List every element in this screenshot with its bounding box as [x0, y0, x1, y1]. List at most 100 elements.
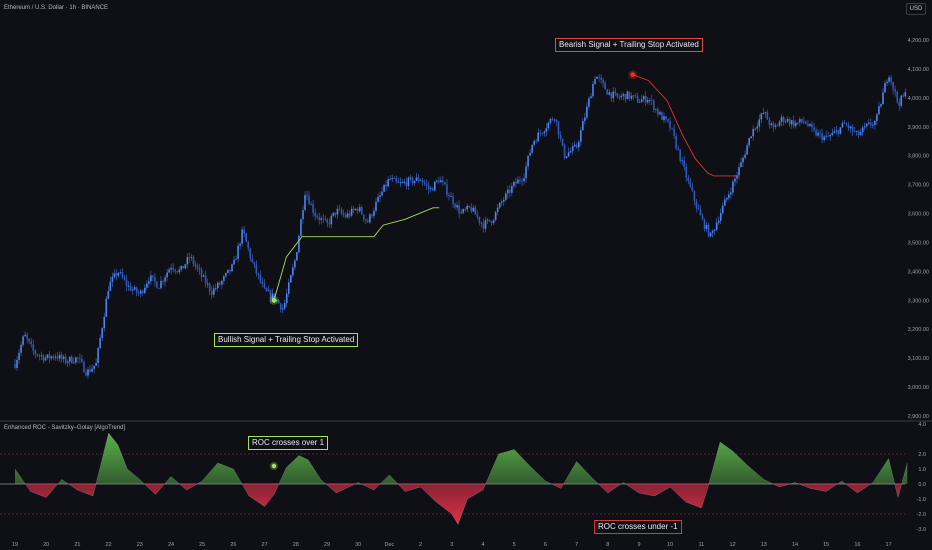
candle-body — [269, 290, 272, 299]
candle-body — [68, 356, 71, 362]
candle-body — [569, 151, 572, 153]
candle-body — [111, 276, 114, 282]
candle-body — [626, 91, 629, 100]
candle-body — [648, 99, 651, 101]
candle-body — [888, 77, 890, 82]
candle-body — [874, 120, 876, 125]
roc-negative-area — [15, 484, 908, 525]
candle-body — [143, 287, 146, 293]
candle-body — [697, 207, 700, 210]
candle-body — [257, 273, 260, 275]
candle-body — [64, 356, 67, 363]
candle-body — [529, 152, 531, 156]
candle-body — [638, 102, 641, 104]
candle-body — [18, 352, 20, 361]
candle-body — [565, 156, 568, 159]
candle-body — [841, 123, 844, 128]
candle-body — [373, 210, 375, 216]
candle-body — [231, 264, 233, 272]
candle-body — [251, 258, 254, 263]
candle-body — [265, 287, 268, 292]
candle-body — [620, 95, 623, 98]
candle-body — [320, 218, 323, 220]
candle-body — [780, 116, 783, 122]
candle-body — [531, 144, 533, 153]
candle-body — [671, 127, 673, 129]
candle-body — [867, 122, 870, 124]
candle-body — [464, 209, 467, 210]
candle-body — [448, 194, 450, 197]
time-tick-label: 16 — [854, 542, 860, 548]
candle-body — [438, 180, 440, 183]
candle-body — [375, 201, 377, 211]
candle-body — [371, 214, 373, 216]
candle-body — [539, 132, 542, 134]
candle-body — [681, 160, 684, 162]
price-tick-label: 3,700.00 — [908, 183, 929, 189]
time-tick-label: 14 — [792, 542, 798, 548]
candle-body — [176, 271, 179, 273]
candle-body — [166, 272, 168, 278]
candle-body — [103, 316, 106, 329]
candle-body — [750, 136, 752, 138]
candle-body — [285, 293, 288, 304]
candle-body — [849, 126, 852, 129]
candle-body — [549, 118, 552, 123]
symbol-title: Ethereum / U.S. Dollar · 1h · BINANCE — [4, 5, 109, 11]
candle-body — [663, 116, 665, 120]
candle-body — [740, 162, 742, 168]
candle-body — [768, 119, 771, 125]
candle-body — [533, 140, 535, 145]
candle-body — [117, 272, 120, 276]
time-tick-label: 8 — [606, 542, 609, 548]
candle-body — [328, 222, 331, 225]
candle-body — [515, 181, 517, 184]
candle-body — [446, 184, 448, 195]
candle-body — [711, 230, 714, 233]
candle-body — [584, 117, 586, 122]
candle-body — [884, 83, 886, 93]
candle-body — [358, 207, 361, 212]
time-tick-label: 19 — [12, 542, 18, 548]
candle-body — [880, 104, 882, 107]
candle-body — [77, 357, 79, 359]
candle-body — [811, 124, 813, 128]
candle-body — [28, 338, 30, 342]
candle-body — [825, 135, 827, 137]
candle-body — [141, 290, 144, 293]
candle-body — [809, 124, 811, 126]
candle-body — [689, 180, 692, 187]
candle-body — [685, 166, 688, 178]
candle-body — [48, 354, 51, 359]
candle-body — [466, 205, 469, 210]
candle-body — [863, 126, 866, 128]
candle-body — [494, 211, 497, 221]
candle-body — [876, 114, 878, 121]
trailing-stop-lines — [269, 70, 739, 305]
candle-body — [456, 205, 458, 208]
candle-body — [667, 119, 669, 122]
candlestick-series — [14, 73, 907, 380]
roc-tick-label: -2.0 — [917, 512, 926, 518]
currency-button[interactable]: USD — [906, 3, 926, 15]
candle-body — [677, 148, 679, 150]
candle-body — [904, 92, 907, 97]
candle-body — [411, 177, 414, 184]
candle-body — [275, 300, 278, 302]
candle-body — [271, 293, 274, 299]
candle-body — [511, 186, 513, 193]
time-tick-label: 2 — [419, 542, 422, 548]
candle-body — [458, 205, 460, 214]
candle-body — [93, 365, 95, 369]
candle-body — [334, 212, 337, 215]
candle-body — [486, 219, 489, 221]
time-tick-label: 11 — [699, 542, 705, 548]
candle-body — [42, 355, 45, 361]
candle-body — [760, 113, 763, 120]
candle-body — [630, 95, 633, 99]
candle-body — [125, 279, 128, 287]
candle-body — [99, 338, 101, 349]
candle-body — [338, 208, 341, 210]
candle-body — [845, 123, 848, 125]
